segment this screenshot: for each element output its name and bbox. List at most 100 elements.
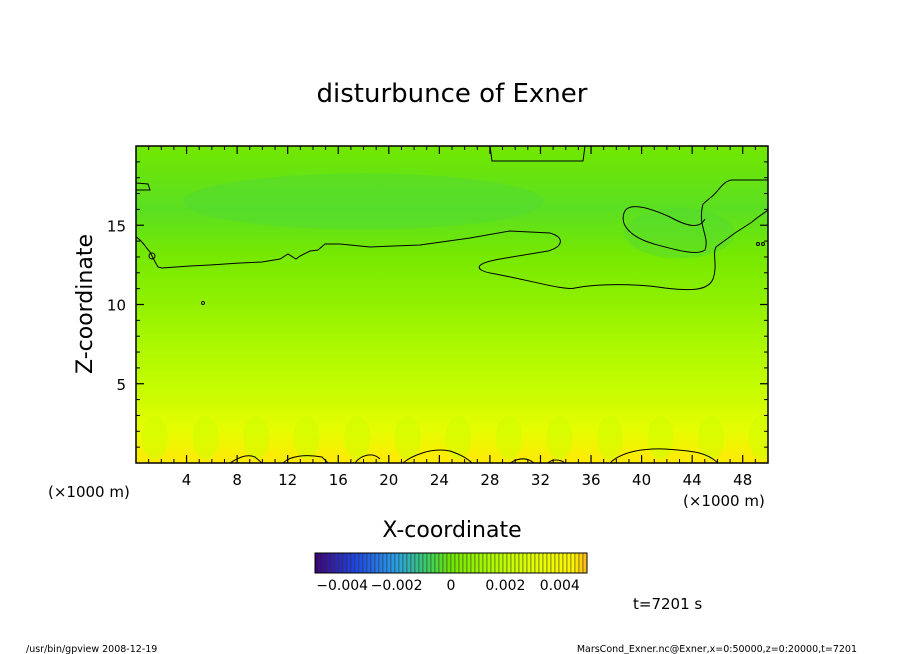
footer-right: MarsCond_Exner.nc@Exner,x=0:50000,z=0:20… bbox=[577, 644, 857, 654]
colorbar-cell bbox=[406, 552, 412, 574]
colorbar-cell bbox=[426, 552, 432, 574]
x-tick-label: 4 bbox=[182, 471, 192, 489]
y-tick-label: 15 bbox=[107, 217, 126, 235]
contour-line bbox=[756, 242, 766, 246]
colorbar-cell bbox=[382, 552, 388, 574]
colorbar-cell bbox=[526, 552, 532, 574]
colorbar-tick-label: 0 bbox=[447, 578, 456, 594]
colorbar-cell bbox=[386, 552, 392, 574]
x-tick-label: 40 bbox=[632, 471, 651, 489]
colorbar-cell bbox=[542, 552, 548, 574]
colorbar-cell bbox=[550, 552, 556, 574]
colorbar-cell bbox=[422, 552, 428, 574]
contour-line bbox=[136, 209, 768, 291]
colorbar-cell bbox=[498, 552, 504, 574]
colorbar-cell bbox=[582, 552, 588, 574]
time-label: t=7201 s bbox=[633, 595, 702, 613]
contour-line bbox=[201, 301, 206, 305]
colorbar-tick-label: −0.002 bbox=[371, 578, 423, 594]
colorbar-cell bbox=[514, 552, 520, 574]
colorbar-cell bbox=[462, 552, 468, 574]
field-variation-blob bbox=[394, 415, 421, 460]
colorbar-cell bbox=[530, 552, 536, 574]
contour-line bbox=[148, 252, 156, 260]
colorbar-cell bbox=[346, 552, 352, 574]
field-variation-blob bbox=[647, 415, 674, 460]
field-area bbox=[136, 146, 768, 463]
colorbar-cell bbox=[402, 552, 408, 574]
colorbar-cell bbox=[534, 552, 540, 574]
x-tick-label: 48 bbox=[733, 471, 752, 489]
x-tick-label: 16 bbox=[329, 471, 348, 489]
colorbar-cell bbox=[398, 552, 404, 574]
field-variation-blob bbox=[141, 415, 168, 460]
colorbar-tick-labels: −0.004 −0.002 0 0.002 0.004 bbox=[316, 578, 580, 594]
colorbar-cell bbox=[322, 552, 328, 574]
colorbar-cell bbox=[486, 552, 492, 574]
field-variation-blob bbox=[597, 415, 623, 460]
colorbar-cell bbox=[506, 552, 512, 574]
contour-lines bbox=[136, 146, 768, 463]
field-variation-blob bbox=[748, 415, 768, 460]
x-tick-label: 36 bbox=[581, 471, 600, 489]
colorbar-cell bbox=[362, 552, 368, 574]
colorbar-cell bbox=[570, 552, 576, 574]
colorbar-cell bbox=[466, 552, 472, 574]
field-variation-blob bbox=[624, 208, 735, 259]
colorbar-cell bbox=[474, 552, 480, 574]
colorbar-cell bbox=[470, 552, 476, 574]
field-variation-blob bbox=[344, 415, 371, 460]
x-tick-label: 24 bbox=[430, 471, 449, 489]
colorbar-cell bbox=[366, 552, 372, 574]
colorbar-cell bbox=[394, 552, 400, 574]
colorbar-cell bbox=[478, 552, 484, 574]
colorbar-cell bbox=[430, 552, 436, 574]
colorbar-cell bbox=[410, 552, 416, 574]
x-tick-label: 32 bbox=[531, 471, 550, 489]
colorbar-cell bbox=[578, 552, 584, 574]
colorbar-cell bbox=[414, 552, 420, 574]
contour-line bbox=[136, 182, 151, 191]
y-axis-title: Z-coordinate bbox=[73, 234, 98, 374]
colorbar-tick-label: −0.004 bbox=[316, 578, 368, 594]
y-tick-label: 10 bbox=[107, 297, 126, 315]
x-unit-left-label: (×1000 m) bbox=[48, 483, 130, 501]
colorbar-cell bbox=[358, 552, 364, 574]
field-variation-blob bbox=[192, 415, 219, 460]
colorbar-cell bbox=[510, 552, 516, 574]
colorbar-cell bbox=[370, 552, 376, 574]
y-tick-label: 5 bbox=[116, 376, 126, 394]
x-unit-right-label: (×1000 m) bbox=[683, 492, 765, 510]
contour-line bbox=[622, 179, 768, 253]
x-tick-label: 12 bbox=[278, 471, 297, 489]
colorbar-cell bbox=[490, 552, 496, 574]
field-variation-blob bbox=[546, 415, 573, 460]
colorbar-cells bbox=[314, 552, 588, 574]
contour-line bbox=[489, 146, 586, 162]
colorbar-cell bbox=[338, 552, 344, 574]
colorbar-cell bbox=[318, 552, 324, 574]
x-axis: 4 8 12 16 20 24 28 32 36 40 44 48 bbox=[148, 146, 756, 489]
contour-line bbox=[229, 448, 719, 463]
colorbar-cell bbox=[314, 552, 320, 574]
colorbar-cell bbox=[562, 552, 568, 574]
field-variation-blob bbox=[243, 415, 270, 460]
colorbar-cell bbox=[554, 552, 560, 574]
x-axis-title: X-coordinate bbox=[382, 518, 521, 543]
field-variation-blob bbox=[293, 415, 320, 460]
colorbar-cell bbox=[482, 552, 488, 574]
field-variation-blob bbox=[183, 173, 544, 230]
colorbar-cell bbox=[330, 552, 336, 574]
x-tick-label: 20 bbox=[379, 471, 398, 489]
colorbar-cell bbox=[354, 552, 360, 574]
colorbar-tick-label: 0.002 bbox=[485, 578, 525, 594]
colorbar-cell bbox=[502, 552, 508, 574]
chart-title: disturbunce of Exner bbox=[317, 79, 588, 109]
colorbar-cell bbox=[350, 552, 356, 574]
colorbar-cell bbox=[538, 552, 544, 574]
colorbar-cell bbox=[442, 552, 448, 574]
y-axis: 5 10 15 bbox=[107, 161, 768, 448]
field-variation bbox=[141, 173, 768, 460]
colorbar-frame bbox=[314, 552, 588, 574]
colorbar-cell bbox=[418, 552, 424, 574]
